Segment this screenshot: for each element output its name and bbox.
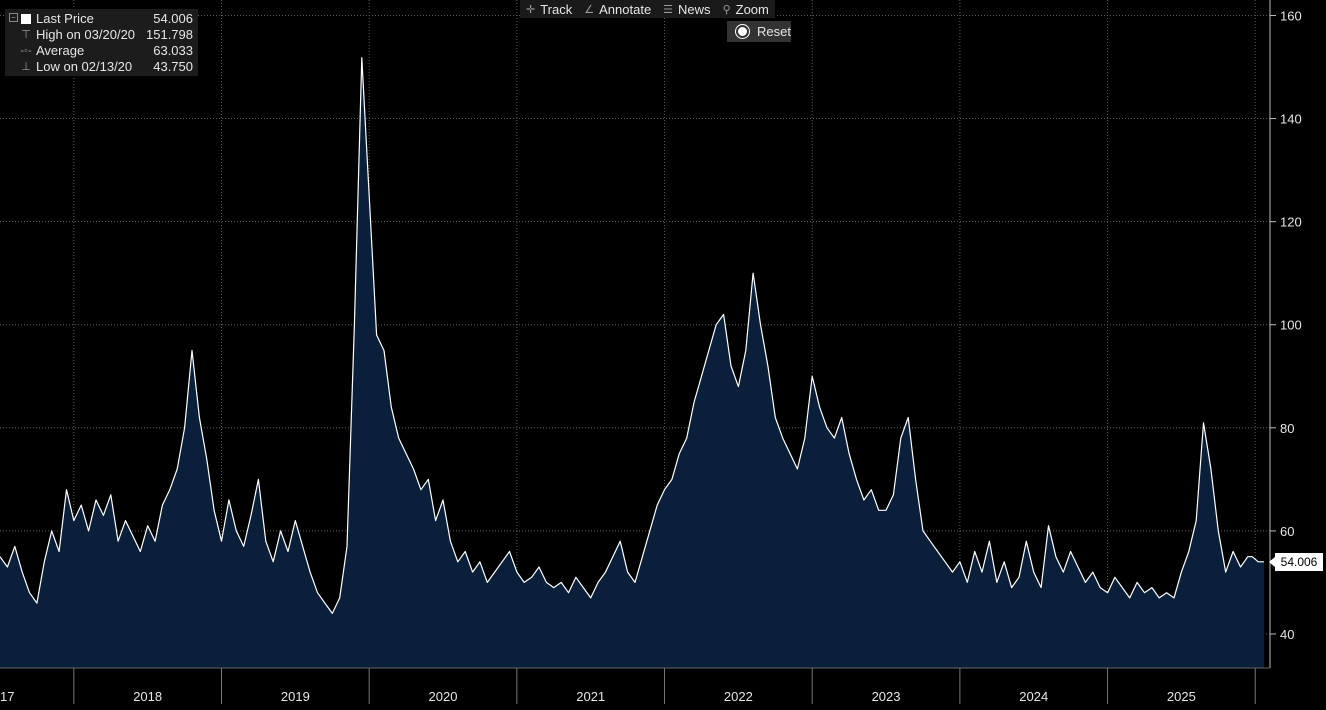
legend-panel: − Last Price 54.006 ⊤ High on 03/20/20 1… bbox=[5, 9, 198, 76]
pencil-icon: ∠ bbox=[584, 3, 595, 16]
last-price-swatch-icon bbox=[21, 14, 31, 24]
news-button[interactable]: ☰ News bbox=[657, 0, 716, 18]
legend-row-low[interactable]: ⊥ Low on 02/13/20 43.750 bbox=[5, 59, 198, 75]
chart-area bbox=[0, 57, 1265, 668]
low-marker-icon: ⊥ bbox=[21, 61, 31, 73]
zoom-label: Zoom bbox=[735, 1, 769, 17]
legend-label: Low on 02/13/20 bbox=[36, 59, 133, 74]
x-tick-label: 2019 bbox=[281, 689, 310, 704]
legend-value: 43.750 bbox=[153, 59, 193, 74]
legend-row-last-price[interactable]: Last Price 54.006 bbox=[5, 11, 198, 27]
x-tick-label: 2017 bbox=[0, 689, 14, 704]
x-tick-label: 2018 bbox=[133, 689, 162, 704]
x-tick-label: 2020 bbox=[429, 689, 458, 704]
annotate-label: Annotate bbox=[599, 1, 652, 17]
collapse-icon[interactable]: − bbox=[9, 13, 18, 22]
legend-row-high[interactable]: ⊤ High on 03/20/20 151.798 bbox=[5, 27, 198, 43]
reset-radio-icon bbox=[736, 25, 749, 38]
y-tick-label: 40 bbox=[1280, 627, 1294, 642]
y-tick-label: 120 bbox=[1280, 215, 1302, 230]
crosshair-icon: ✛ bbox=[526, 3, 536, 16]
track-button[interactable]: ✛ Track bbox=[520, 0, 578, 18]
y-tick-label: 60 bbox=[1280, 524, 1294, 539]
legend-label: Last Price bbox=[36, 11, 94, 26]
legend-value: 63.033 bbox=[153, 43, 193, 58]
reset-button[interactable]: Reset bbox=[727, 21, 791, 42]
y-tick-label: 140 bbox=[1280, 112, 1302, 127]
x-tick-label: 2021 bbox=[576, 689, 605, 704]
x-tick-label: 2025 bbox=[1167, 689, 1196, 704]
annotate-button[interactable]: ∠ Annotate bbox=[578, 0, 657, 18]
news-label: News bbox=[678, 1, 711, 17]
high-marker-icon: ⊤ bbox=[21, 29, 31, 41]
chart-axes: 40 60 80 100 120 140 160 2017 2018 2019 2020 2021 20… bbox=[0, 0, 1302, 704]
zoom-button[interactable]: ⚲ Zoom bbox=[717, 0, 775, 18]
x-tick-label: 2024 bbox=[1019, 689, 1048, 704]
magnifier-icon: ⚲ bbox=[722, 3, 731, 16]
legend-label: High on 03/20/20 bbox=[36, 27, 136, 42]
x-tick-label: 2022 bbox=[724, 689, 753, 704]
reset-label: Reset bbox=[757, 24, 791, 39]
chart-grid bbox=[0, 0, 1270, 668]
chart-toolbar: ✛ Track ∠ Annotate ☰ News ⚲ Zoom bbox=[520, 0, 775, 18]
news-icon: ☰ bbox=[663, 3, 674, 16]
legend-row-average[interactable]: -◦- Average 63.033 bbox=[5, 43, 198, 59]
y-tick-label: 80 bbox=[1280, 421, 1294, 436]
legend-value: 151.798 bbox=[146, 27, 193, 42]
legend-value: 54.006 bbox=[153, 11, 193, 26]
y-tick-label: 100 bbox=[1280, 318, 1302, 333]
last-value-tag: 54.006 bbox=[1269, 553, 1323, 571]
series-area bbox=[0, 57, 1265, 668]
x-tick-label: 2023 bbox=[872, 689, 901, 704]
legend-label: Average bbox=[36, 43, 85, 58]
average-marker-icon: -◦- bbox=[20, 45, 32, 57]
series-line bbox=[0, 57, 1265, 614]
y-tick-label: 160 bbox=[1280, 8, 1302, 23]
track-label: Track bbox=[540, 1, 573, 17]
